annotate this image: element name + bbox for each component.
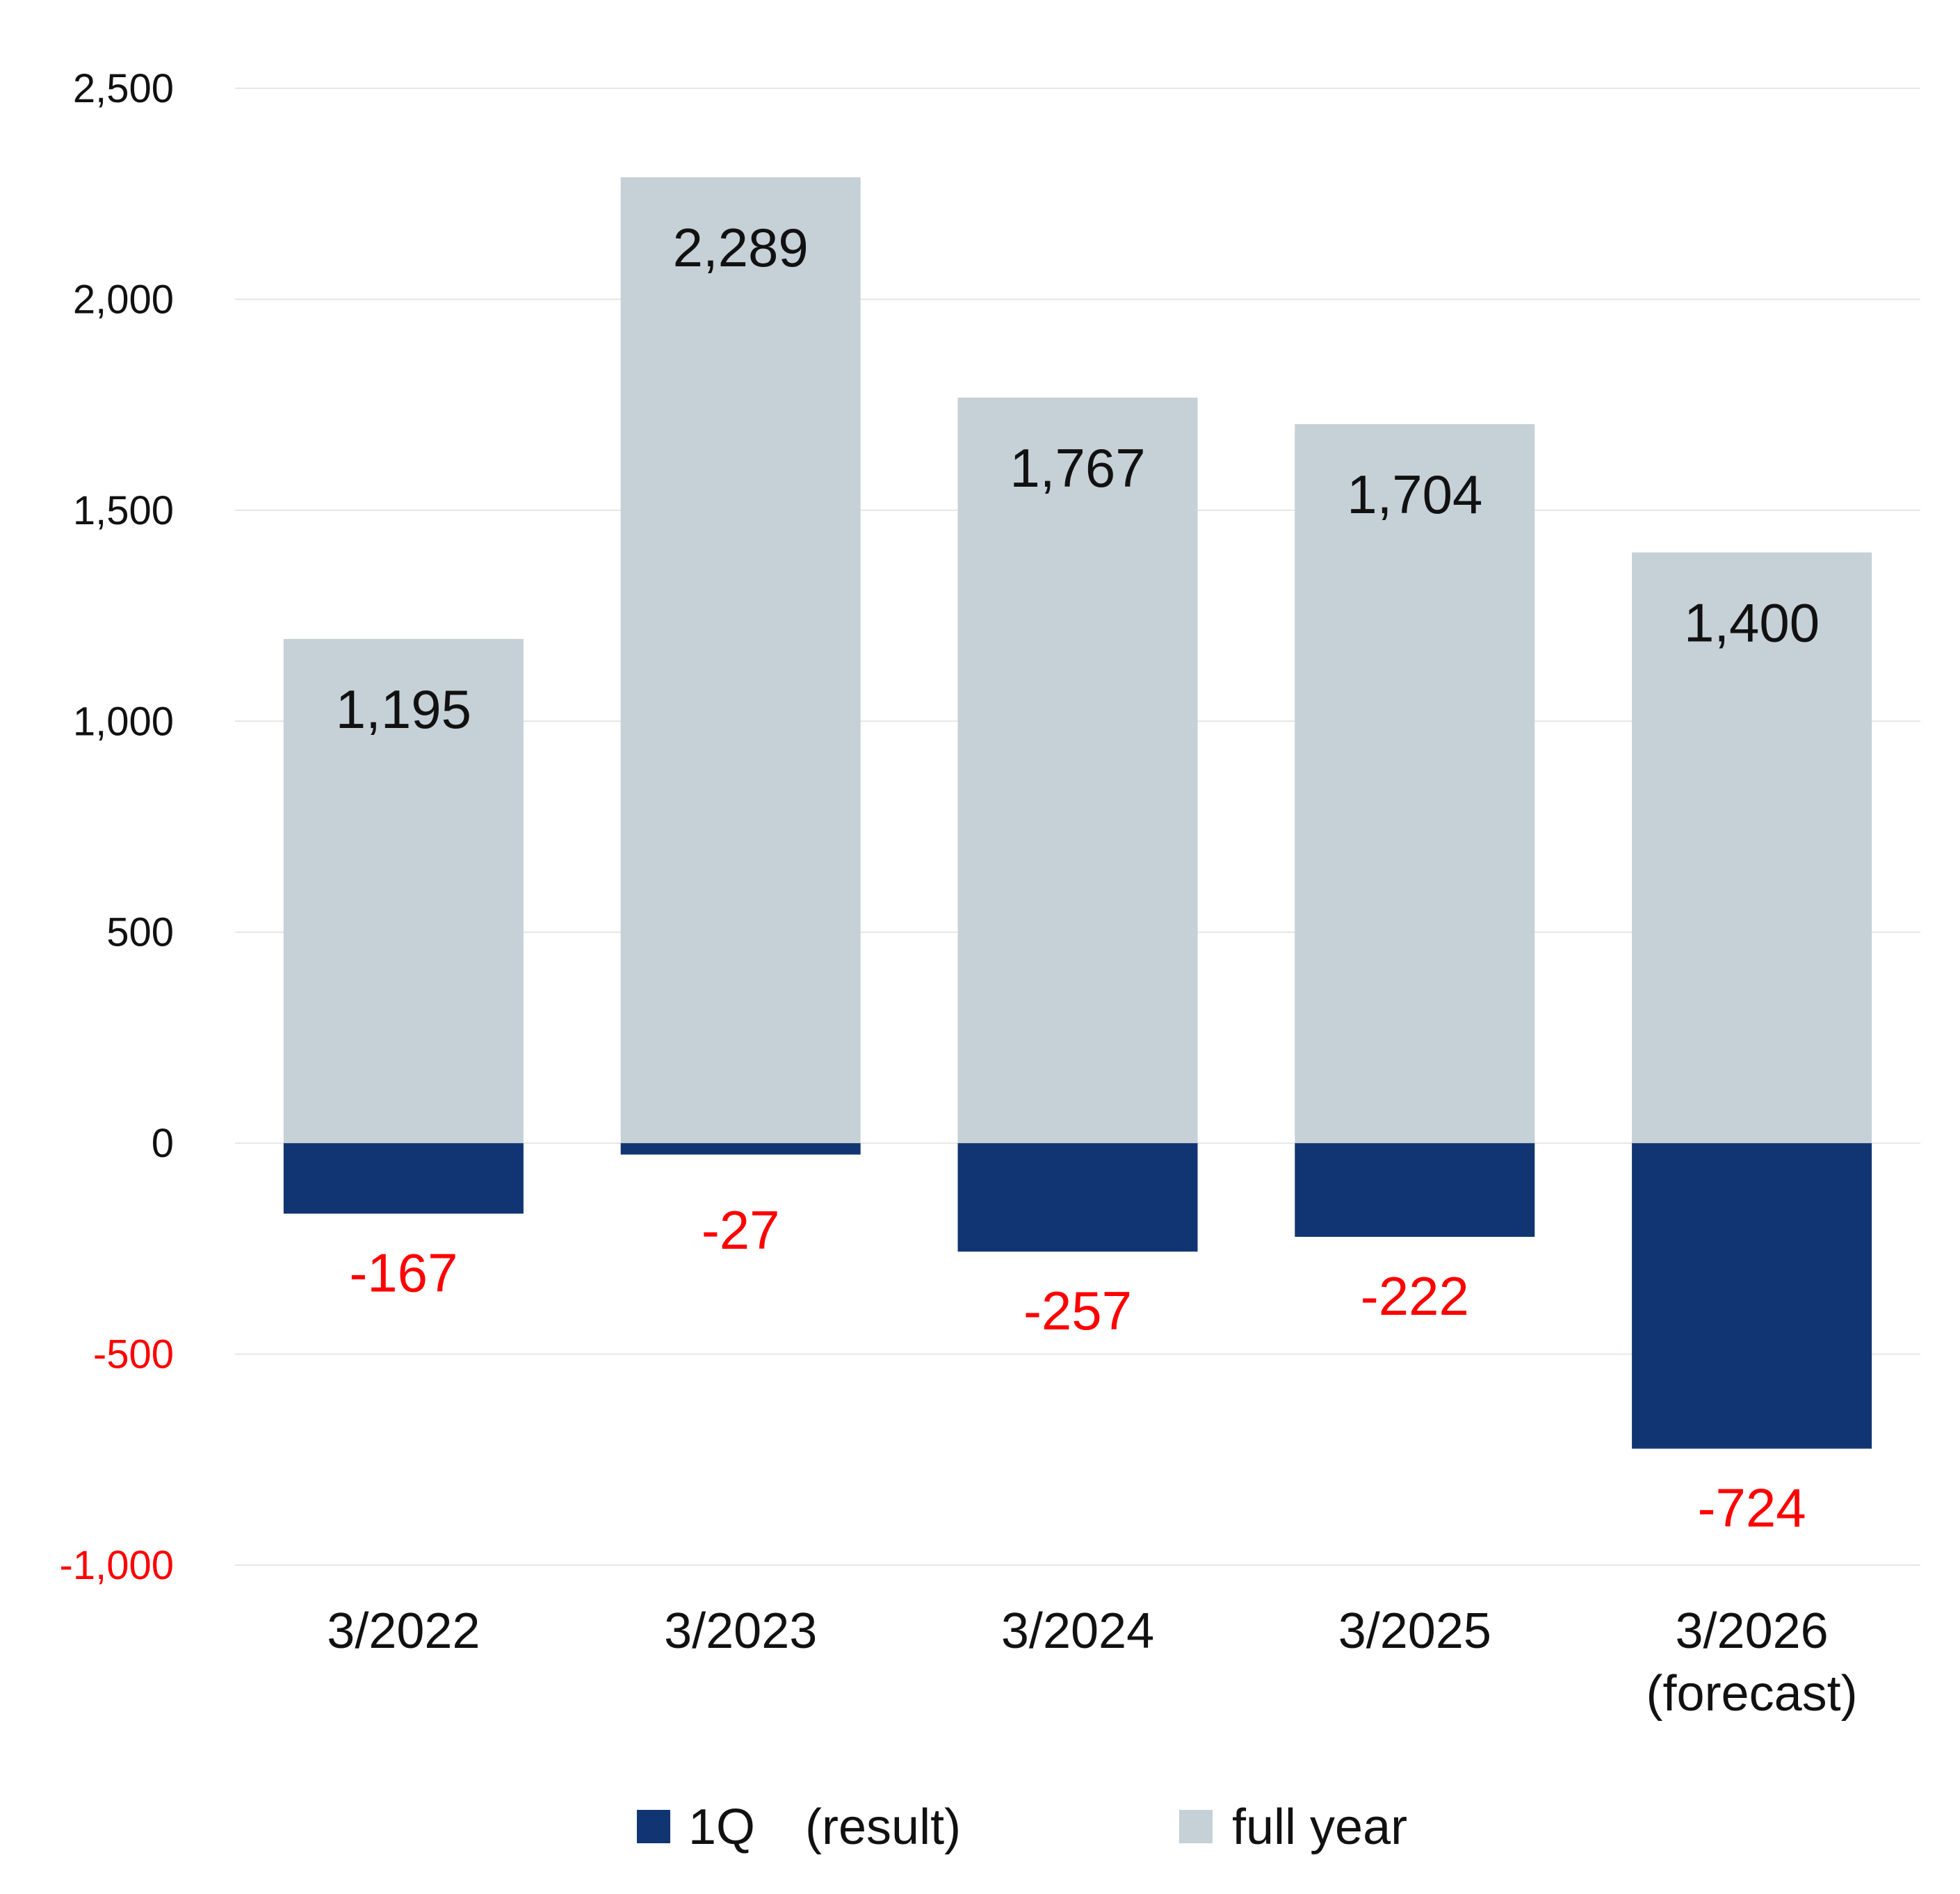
y-axis-tick-labels: 2,500 2,000 1,500 1,000 500 0 -500 -1,000 bbox=[60, 66, 174, 1588]
legend-label-full-year: full year bbox=[1232, 1799, 1407, 1855]
y-tick-label: -500 bbox=[93, 1332, 174, 1377]
full-year-value-label: 1,195 bbox=[336, 679, 471, 740]
full-year-bar bbox=[283, 638, 524, 1144]
legend-label-1q: 1Q (result) bbox=[688, 1799, 961, 1855]
y-tick-label: 2,500 bbox=[73, 66, 174, 111]
first-quarter-value-label: -167 bbox=[349, 1242, 457, 1303]
legend-swatch-1q bbox=[637, 1810, 670, 1843]
full-year-value-label: 1,704 bbox=[1347, 464, 1482, 525]
x-tick-label: (forecast) bbox=[1646, 1666, 1858, 1722]
x-tick-label: 3/2022 bbox=[327, 1603, 480, 1659]
x-tick-label: 3/2023 bbox=[664, 1603, 817, 1659]
data-labels: 1,195 2,289 1,767 1,704 1,400 -167 -27 -257 -222… bbox=[336, 217, 1820, 1538]
full-year-bar bbox=[620, 177, 861, 1144]
full-year-bar bbox=[957, 397, 1198, 1144]
first-quarter-bar bbox=[957, 1143, 1198, 1252]
first-quarter-bar bbox=[620, 1143, 861, 1155]
x-axis-tick-labels: 3/2022 3/2023 3/2024 3/2025 3/2026 (forecast) bbox=[327, 1603, 1857, 1722]
bars bbox=[283, 177, 1872, 1449]
x-tick-label: 3/2024 bbox=[1001, 1603, 1154, 1659]
y-tick-label: 2,000 bbox=[73, 277, 174, 322]
y-tick-label: 0 bbox=[152, 1121, 174, 1166]
y-tick-label: 500 bbox=[106, 910, 174, 955]
full-year-value-label: 2,289 bbox=[673, 217, 809, 278]
full-year-value-label: 1,400 bbox=[1684, 592, 1820, 654]
x-tick-label: 3/2025 bbox=[1338, 1603, 1491, 1659]
full-year-bar bbox=[1632, 552, 1872, 1144]
y-tick-label: -1,000 bbox=[60, 1543, 174, 1588]
first-quarter-bar bbox=[283, 1143, 524, 1214]
first-quarter-bar bbox=[1632, 1143, 1872, 1449]
first-quarter-value-label: -257 bbox=[1023, 1280, 1132, 1341]
y-tick-label: 1,500 bbox=[73, 488, 174, 533]
legend-swatch-full-year bbox=[1179, 1810, 1213, 1843]
first-quarter-value-label: -222 bbox=[1361, 1265, 1469, 1327]
first-quarter-value-label: -27 bbox=[702, 1199, 780, 1261]
first-quarter-value-label: -724 bbox=[1698, 1478, 1806, 1539]
legend: 1Q (result) full year bbox=[637, 1799, 1407, 1855]
first-quarter-bar bbox=[1295, 1143, 1535, 1237]
y-tick-label: 1,000 bbox=[73, 699, 174, 744]
x-tick-label: 3/2026 bbox=[1675, 1603, 1828, 1659]
full-year-bar bbox=[1295, 424, 1535, 1144]
full-year-value-label: 1,767 bbox=[1010, 437, 1145, 499]
